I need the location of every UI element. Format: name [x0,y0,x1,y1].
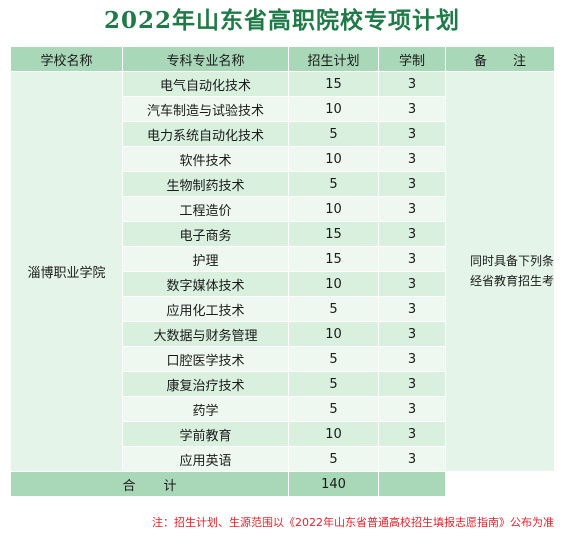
header-plan: 招生计划 [288,46,379,72]
plan-cell: 15 [288,71,379,97]
table-row: 口腔医学技术 5 3 [11,346,555,372]
years-cell: 3 [378,221,446,247]
footnote: 注：招生计划、生源范围以《2022年山东省普通高校招生填报志愿指南》公布为准 [152,516,554,529]
major-cell: 汽车制造与试验技术 [122,96,289,122]
table-header-row: 学校名称 专科专业名称 招生计划 学制 备 注 [10,46,555,72]
major-cell: 大数据与财务管理 [122,321,289,347]
years-cell: 3 [378,346,446,372]
major-cell: 工程造价 [122,196,289,222]
years-cell: 3 [378,296,446,322]
total-years-empty [378,471,446,497]
remarks-paragraph: 经省教育招生考试院公示无异议的考生可以填报“高职院校专项计划”志愿。夏季高考高职… [470,273,555,288]
major-cell: 生物制药技术 [122,171,289,197]
years-cell: 3 [378,371,446,397]
table-row: 工程造价 10 3 [11,196,555,222]
plan-cell: 15 [288,221,379,247]
remarks-cell: 同时具备下列条件的考生，可以报名参加“高职院校专项计划”：一是我省建档立卡脱贫户… [445,71,555,472]
major-cell: 药学 [122,396,289,422]
table-row: 生物制药技术 5 3 [11,171,555,197]
table-row: 软件技术 10 3 [11,146,555,172]
major-cell: 电子商务 [122,221,289,247]
years-cell: 3 [378,271,446,297]
years-cell: 3 [378,171,446,197]
major-cell: 口腔医学技术 [122,346,289,372]
table-row: 淄博职业学院 电气自动化技术 15 3 同时具备下列条件的考生，可以报名参加“高… [10,71,555,472]
plan-cell: 15 [288,246,379,272]
plan-cell: 5 [288,121,379,147]
total-label-text: 合计 [122,478,205,494]
header-years: 学制 [378,46,446,72]
plan-cell: 5 [288,346,379,372]
table-row: 电力系统自动化技术 5 3 [11,121,555,147]
table-body: 淄博职业学院 电气自动化技术 15 3 同时具备下列条件的考生，可以报名参加“高… [10,71,555,497]
years-cell: 3 [378,71,446,97]
page-title: 2022年山东省高职院校专项计划 [103,7,460,34]
table-row: 应用英语 5 3 [11,446,555,472]
major-cell: 应用英语 [122,446,289,472]
total-label: 合计 [10,471,289,497]
major-cell: 电气自动化技术 [122,71,289,97]
years-cell: 3 [378,396,446,422]
table-row: 大数据与财务管理 10 3 [11,321,555,347]
years-cell: 3 [378,146,446,172]
years-cell: 3 [378,246,446,272]
plan-cell: 5 [288,446,379,472]
major-cell: 数字媒体技术 [122,271,289,297]
header-school: 学校名称 [10,46,123,72]
plan-cell: 5 [288,296,379,322]
header-major: 专科专业名称 [122,46,289,72]
years-cell: 3 [378,321,446,347]
major-cell: 康复治疗技术 [122,371,289,397]
plan-cell: 5 [288,371,379,397]
major-cell: 应用化工技术 [122,296,289,322]
table-row: 药学 5 3 [11,396,555,422]
major-cell: 电力系统自动化技术 [122,121,289,147]
total-value: 140 [288,471,379,497]
major-cell: 护理 [122,246,289,272]
years-cell: 3 [378,446,446,472]
header-remarks: 备 注 [445,46,555,72]
major-cell: 软件技术 [122,146,289,172]
table-row: 汽车制造与试验技术 10 3 [11,96,555,122]
years-cell: 3 [378,96,446,122]
table-row: 应用化工技术 5 3 [11,296,555,322]
plan-cell: 10 [288,96,379,122]
plan-cell: 10 [288,271,379,297]
plan-cell: 10 [288,421,379,447]
plan-cell: 5 [288,171,379,197]
major-cell: 学前教育 [122,421,289,447]
table-row: 护理 15 3 [11,246,555,272]
years-cell: 3 [378,196,446,222]
plan-cell: 10 [288,321,379,347]
table-row: 数字媒体技术 10 3 [11,271,555,297]
years-cell: 3 [378,121,446,147]
plan-cell: 10 [288,146,379,172]
plan-cell: 10 [288,196,379,222]
enrollment-plan-table: 学校名称 专科专业名称 招生计划 学制 备 注 淄博职业学院 电气自动化技术 1… [10,46,555,497]
remarks-paragraph: 同时具备下列条件的考生，可以报名参加“高职院校专项计划”：一是我省建档立卡脱贫户… [470,254,555,269]
plan-cell: 5 [288,396,379,422]
table-row: 学前教育 10 3 [11,421,555,447]
school-name-cell: 淄博职业学院 [10,71,123,472]
years-cell: 3 [378,421,446,447]
total-row: 合计 140 [10,471,555,497]
